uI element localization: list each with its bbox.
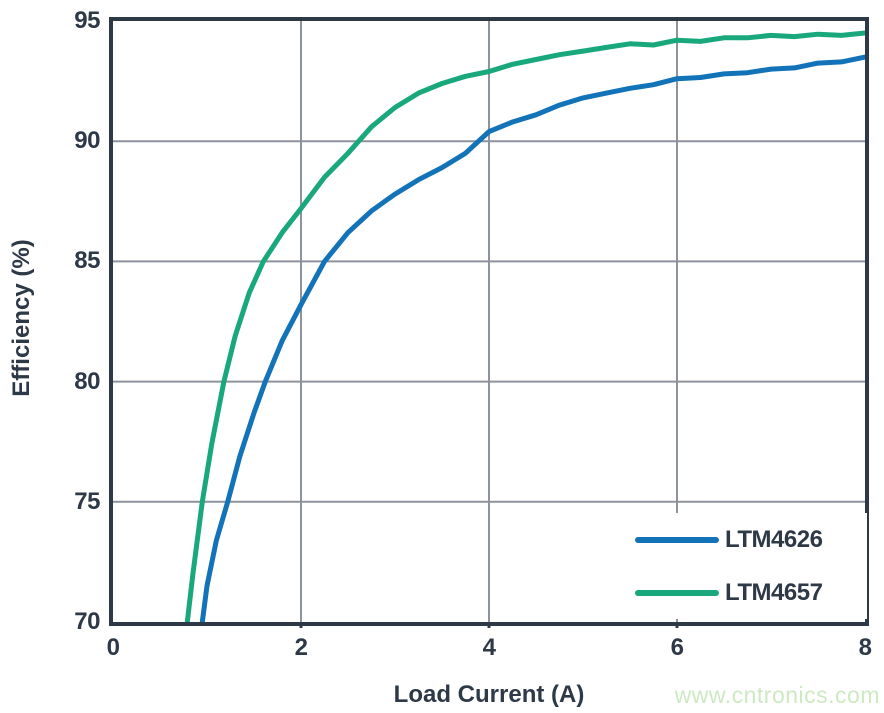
y-tick-label-90: 90 — [74, 127, 100, 155]
x-tick-label-8: 8 — [858, 634, 872, 661]
legend: LTM4626 LTM4657 — [635, 513, 867, 619]
legend-item-ltm4626: LTM4626 — [635, 526, 867, 554]
y-tick-label-80: 80 — [74, 367, 100, 395]
y-tick-label-95: 95 — [74, 7, 100, 34]
y-tick-label-85: 85 — [74, 247, 100, 275]
legend-swatch-ltm4626 — [635, 536, 719, 543]
plot-svg — [113, 21, 865, 622]
x-tick-mark-4 — [487, 622, 491, 628]
plot-area: LTM4626 LTM4657 — [109, 17, 869, 626]
x-tick-mark-2 — [299, 622, 303, 628]
x-tick-label-0: 0 — [106, 634, 120, 661]
x-tick-label-2: 2 — [294, 634, 308, 661]
legend-label-ltm4657: LTM4657 — [725, 578, 823, 606]
legend-label-ltm4626: LTM4626 — [725, 525, 823, 553]
legend-item-ltm4657: LTM4657 — [635, 579, 867, 607]
y-tick-label-70: 70 — [74, 608, 100, 635]
watermark: www.cntronics.com — [674, 682, 880, 708]
x-tick-label-6: 6 — [670, 634, 684, 661]
x-tick-label-4: 4 — [482, 634, 496, 661]
x-tick-mark-6 — [675, 622, 679, 628]
x-axis-title: Load Current (A) — [393, 681, 585, 708]
y-tick-label-75: 75 — [74, 487, 100, 515]
legend-swatch-ltm4657 — [635, 589, 719, 596]
curve-ltm4657 — [184, 30, 865, 622]
curve-ltm4626 — [199, 54, 865, 622]
